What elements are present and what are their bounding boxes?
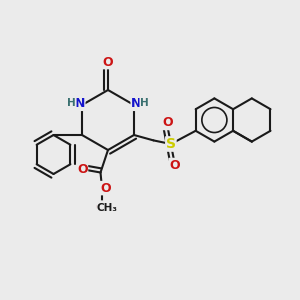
Text: H: H [67,98,76,108]
Text: H: H [140,98,149,108]
Text: O: O [103,56,113,69]
Text: O: O [169,158,180,172]
Text: CH₃: CH₃ [97,202,118,213]
Text: O: O [95,201,106,214]
Text: N: N [74,97,85,110]
Text: O: O [162,116,172,130]
Text: O: O [100,182,111,195]
Text: O: O [77,163,88,176]
Text: N: N [131,97,142,110]
Text: S: S [166,137,176,151]
